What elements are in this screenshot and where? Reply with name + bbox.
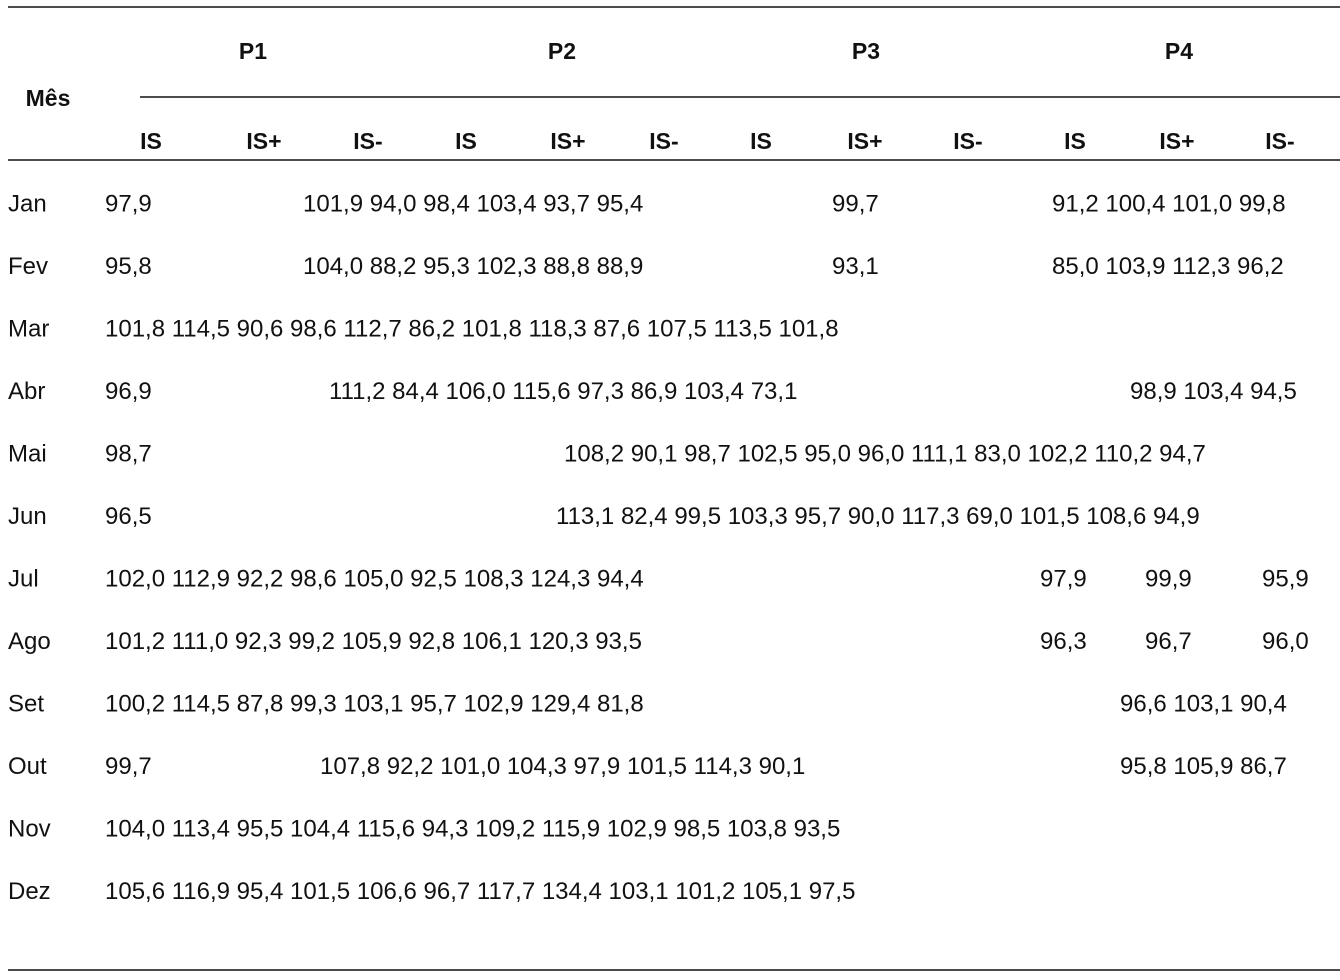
cell: 98,7 bbox=[105, 440, 152, 467]
group-header: P2 bbox=[548, 38, 576, 64]
cell: 98,9 103,4 94,5 bbox=[1130, 378, 1297, 405]
row-label: Mai bbox=[8, 440, 47, 467]
column-header: IS- bbox=[353, 128, 382, 154]
group-header: P3 bbox=[852, 38, 880, 64]
cell: 93,1 bbox=[832, 253, 879, 280]
cell: 101,8 114,5 90,6 98,6 112,7 86,2 101,8 1… bbox=[105, 315, 839, 342]
row-label: Dez bbox=[8, 878, 51, 905]
cell: 101,2 111,0 92,3 99,2 105,9 92,8 106,1 1… bbox=[105, 628, 642, 655]
row-label: Mar bbox=[8, 315, 49, 342]
column-header: IS+ bbox=[847, 128, 882, 154]
row-label: Jul bbox=[8, 565, 39, 592]
cell: 95,9 bbox=[1262, 565, 1309, 592]
cell: 107,8 92,2 101,0 104,3 97,9 101,5 114,3 … bbox=[320, 753, 805, 780]
cell: 96,0 bbox=[1262, 628, 1309, 655]
cell: 102,0 112,9 92,2 98,6 105,0 92,5 108,3 1… bbox=[105, 565, 644, 592]
column-header: IS bbox=[1064, 128, 1086, 154]
cell: 104,0 113,4 95,5 104,4 115,6 94,3 109,2 … bbox=[105, 815, 840, 842]
column-header: IS+ bbox=[1159, 128, 1194, 154]
row-label: Ago bbox=[8, 628, 51, 655]
row-label: Jun bbox=[8, 503, 47, 530]
column-header: IS bbox=[140, 128, 162, 154]
column-header: IS bbox=[750, 128, 772, 154]
row-label: Abr bbox=[8, 378, 45, 405]
stub-header: Mês bbox=[26, 85, 71, 111]
group-header: P1 bbox=[239, 38, 267, 64]
column-header: IS+ bbox=[550, 128, 585, 154]
row-label: Nov bbox=[8, 815, 51, 842]
cell: 96,7 bbox=[1145, 628, 1192, 655]
cell: 96,6 103,1 90,4 bbox=[1120, 690, 1287, 717]
column-header: IS bbox=[455, 128, 477, 154]
cell: 99,9 bbox=[1145, 565, 1192, 592]
row-label: Set bbox=[8, 690, 44, 717]
cell: 91,2 100,4 101,0 99,8 bbox=[1052, 190, 1286, 217]
cell: 99,7 bbox=[105, 753, 152, 780]
cell: 97,9 bbox=[1040, 565, 1087, 592]
cell: 108,2 90,1 98,7 102,5 95,0 96,0 111,1 83… bbox=[564, 440, 1206, 467]
cell: 85,0 103,9 112,3 96,2 bbox=[1052, 253, 1284, 280]
cell: 105,6 116,9 95,4 101,5 106,6 96,7 117,7 … bbox=[105, 878, 855, 905]
cell: 97,9 bbox=[105, 190, 152, 217]
column-header: IS- bbox=[649, 128, 678, 154]
cell: 95,8 bbox=[105, 253, 152, 280]
cell: 96,3 bbox=[1040, 628, 1087, 655]
cell: 101,9 94,0 98,4 103,4 93,7 95,4 bbox=[303, 190, 643, 217]
column-header: IS- bbox=[953, 128, 982, 154]
cell: 95,8 105,9 86,7 bbox=[1120, 753, 1287, 780]
row-label: Jan bbox=[8, 190, 47, 217]
column-header: IS- bbox=[1265, 128, 1294, 154]
cell: 100,2 114,5 87,8 99,3 103,1 95,7 102,9 1… bbox=[105, 690, 644, 717]
group-header: P4 bbox=[1165, 38, 1193, 64]
row-label: Out bbox=[8, 753, 47, 780]
cell: 96,9 bbox=[105, 378, 152, 405]
cell: 104,0 88,2 95,3 102,3 88,8 88,9 bbox=[303, 253, 643, 280]
cell: 99,7 bbox=[832, 190, 879, 217]
row-label: Fev bbox=[8, 253, 48, 280]
column-header: IS+ bbox=[246, 128, 281, 154]
cell: 113,1 82,4 99,5 103,3 95,7 90,0 117,3 69… bbox=[556, 503, 1200, 530]
cell: 111,2 84,4 106,0 115,6 97,3 86,9 103,4 7… bbox=[329, 378, 797, 405]
cell: 96,5 bbox=[105, 503, 152, 530]
